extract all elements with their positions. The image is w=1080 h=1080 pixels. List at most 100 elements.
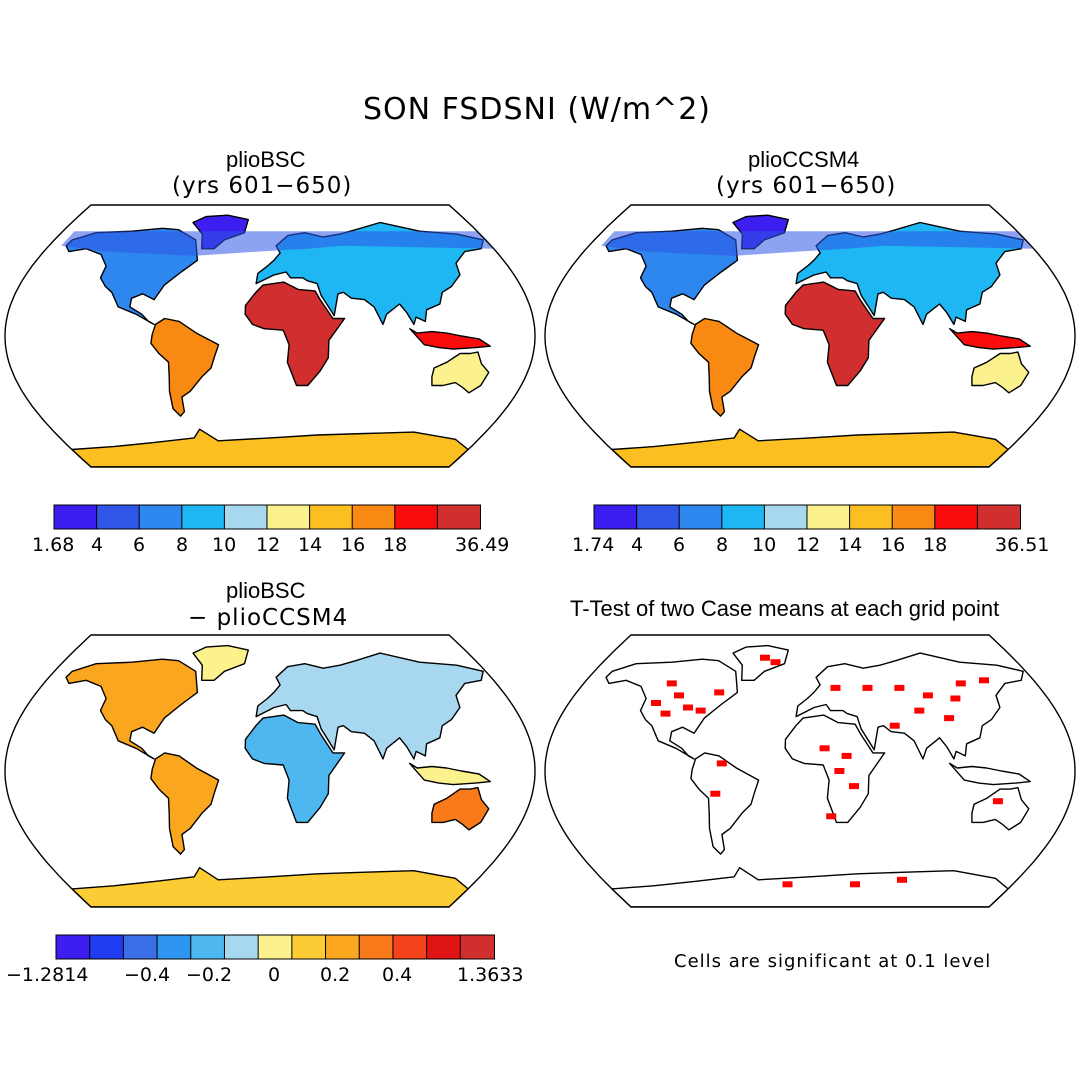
map-border (4, 204, 536, 468)
colorbar-swatch (394, 504, 439, 530)
significant-cell (695, 707, 706, 714)
cb-a-label: 12 (256, 534, 281, 556)
significant-cell (760, 654, 770, 661)
cb-a-label: 18 (383, 534, 408, 556)
continent-africa (244, 714, 346, 824)
colorbar-swatch (291, 934, 327, 960)
continent-australia (971, 786, 1030, 831)
significant-cell (955, 680, 966, 687)
colorbar-swatch (358, 934, 394, 960)
colorbar-swatch (96, 504, 141, 530)
cb-a-label: 14 (298, 534, 323, 556)
significant-cell (782, 881, 793, 888)
cb-b-label: 12 (796, 534, 821, 556)
colorbar-swatch (849, 504, 894, 530)
cb-c-label: −1.2814 (6, 964, 89, 986)
significant-cell (950, 695, 961, 702)
colorbar-swatch (806, 504, 851, 530)
significant-cell (826, 813, 837, 820)
significant-cell (716, 760, 727, 767)
continent-eurasia (795, 652, 1024, 760)
continent-namerica (65, 658, 199, 760)
cb-b-label: 36.51 (995, 534, 1050, 556)
significant-cell (894, 684, 905, 691)
cb-b-label: 1.74 (572, 534, 615, 556)
colorbar-swatch (156, 934, 192, 960)
colorbar-swatch (122, 934, 159, 960)
cb-c-label: 1.3633 (457, 964, 524, 986)
colorbar-swatch (309, 504, 354, 530)
significant-cell (651, 700, 661, 706)
panel-c-colorbar (55, 934, 495, 960)
colorbar-swatch (721, 504, 766, 530)
significance-note: Cells are significant at 0.1 level (674, 951, 992, 972)
panel-b-subtitle: (yrs 601−650) (716, 173, 897, 199)
panel-b-colorbar (593, 504, 1021, 530)
cb-c-label: 0.2 (320, 964, 351, 986)
significant-cell (914, 707, 925, 714)
colorbar-swatch (190, 934, 226, 960)
colorbar-swatch (934, 504, 979, 530)
panel-d-title: T-Test of two Case means at each grid po… (570, 596, 1000, 621)
colorbar-swatch (55, 934, 91, 960)
colorbar-swatch (53, 504, 98, 530)
cb-a-label: 8 (176, 534, 189, 556)
colorbar-swatch (181, 504, 226, 530)
significant-cell (819, 745, 830, 752)
cb-c-label: 0 (268, 964, 281, 986)
colorbar-swatch (459, 934, 495, 960)
cb-c-label: −0.2 (186, 964, 233, 986)
continent-eurasia (255, 652, 484, 760)
cb-b-label: 16 (881, 534, 906, 556)
colorbar-swatch (351, 504, 396, 530)
cb-b-label: 18 (923, 534, 948, 556)
significant-cell (770, 659, 781, 666)
panel-a-title: plioBSC (226, 147, 306, 172)
cb-c-label: −0.4 (124, 964, 171, 986)
significant-cell (850, 881, 860, 888)
high-latitude-band (601, 231, 1034, 256)
continent-africa (784, 714, 886, 824)
significant-cell (992, 798, 1003, 805)
cb-b-label: 10 (752, 534, 777, 556)
significant-cell (714, 689, 725, 696)
map-border (544, 204, 1076, 468)
colorbar-swatch (138, 504, 183, 530)
continent-namerica (605, 658, 739, 760)
continent-australia (431, 786, 490, 831)
cb-a-label: 16 (341, 534, 366, 556)
significant-cell (683, 704, 693, 711)
colorbar-swatch (257, 934, 293, 960)
cb-a-label: 6 (133, 534, 146, 556)
colorbar-swatch (678, 504, 723, 530)
cb-b-label: 14 (838, 534, 863, 556)
continent-samerica (150, 752, 220, 855)
continent-indonesia (409, 328, 491, 350)
colorbar-swatch (593, 504, 638, 530)
continent-indonesia (949, 328, 1031, 350)
colorbar-swatch (636, 504, 681, 530)
continent-africa (244, 281, 346, 387)
significant-cell (660, 710, 671, 717)
colorbar-swatch (223, 504, 268, 530)
cb-a-label: 4 (91, 534, 104, 556)
colorbar-swatch (436, 504, 481, 530)
continent-antarctica (611, 867, 1009, 907)
continent-greenland (732, 644, 789, 681)
map-border (4, 634, 536, 908)
continent-greenland (192, 644, 249, 681)
cb-a-label: 10 (212, 534, 237, 556)
panel-b-title: plioCCSM4 (748, 147, 860, 172)
continent-australia (971, 351, 1030, 394)
significant-cell (944, 715, 955, 722)
panel-c-subtitle: − plioCCSM4 (188, 605, 349, 631)
cb-b-label: 6 (673, 534, 686, 556)
colorbar-swatch (223, 934, 260, 960)
colorbar-swatch (763, 504, 808, 530)
colorbar-swatch (89, 934, 125, 960)
figure-title: SON FSDSNI (W/m^2) (363, 92, 711, 127)
